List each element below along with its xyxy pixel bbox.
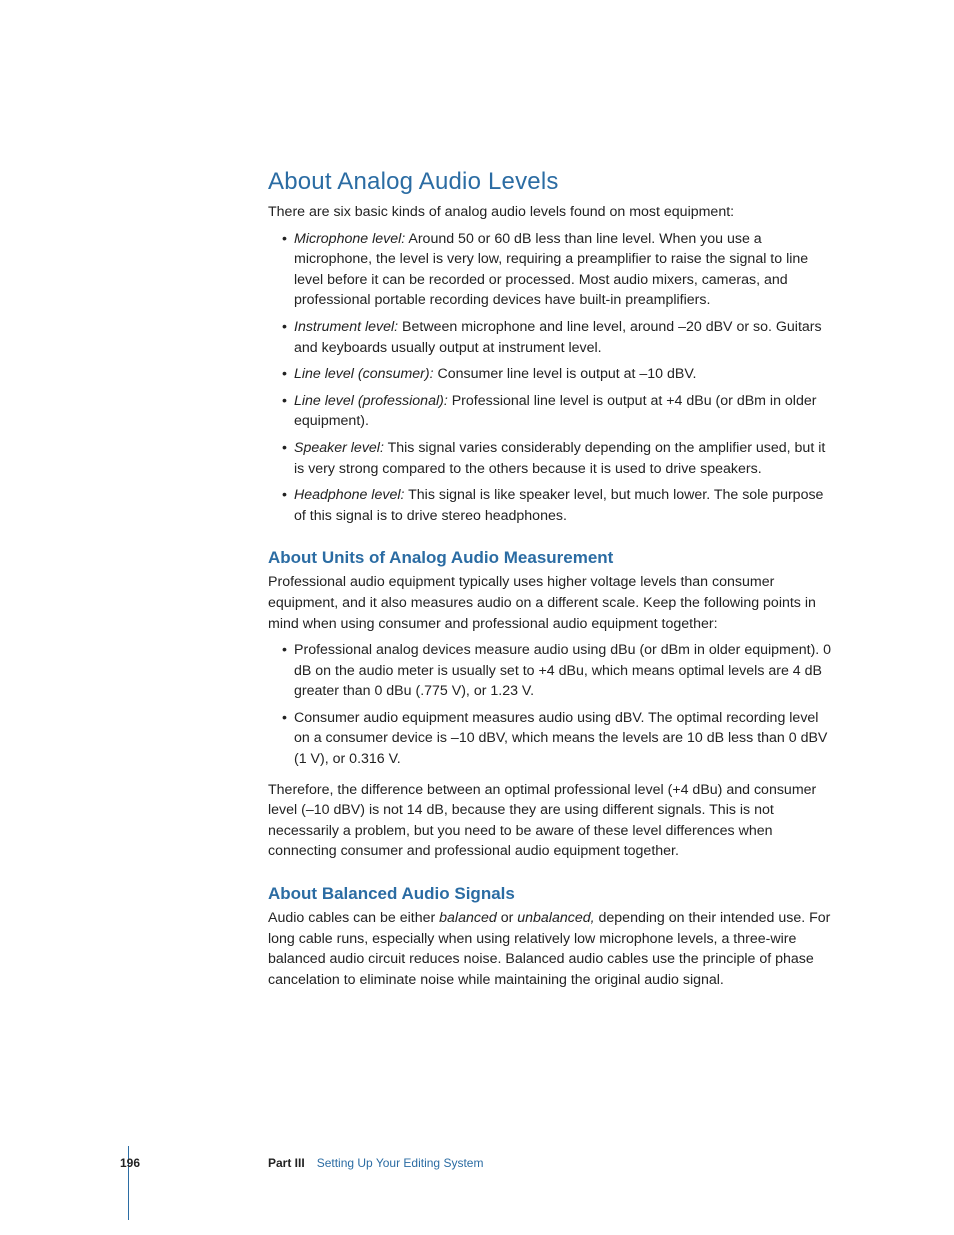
- item-label: Line level (consumer):: [294, 366, 434, 382]
- section1-intro: Professional audio equipment typically u…: [268, 572, 838, 634]
- heading-2-balanced: About Balanced Audio Signals: [268, 884, 838, 904]
- item-text: Consumer line level is output at –10 dBV…: [434, 366, 697, 382]
- item-label: Microphone level:: [294, 231, 405, 247]
- page-number: 196: [120, 1156, 268, 1170]
- page-footer: 196 Part III Setting Up Your Editing Syst…: [120, 1156, 840, 1170]
- list-item: Instrument level: Between microphone and…: [282, 317, 838, 358]
- heading-1: About Analog Audio Levels: [268, 168, 838, 196]
- section1-outro: Therefore, the difference between an opt…: [268, 780, 838, 862]
- item-label: Headphone level:: [294, 487, 404, 503]
- footer-part: Part III Setting Up Your Editing System: [268, 1156, 483, 1170]
- list-item: Speaker level: This signal varies consid…: [282, 438, 838, 479]
- unbalanced-term: unbalanced,: [517, 910, 594, 926]
- list-item: Professional analog devices measure audi…: [282, 640, 838, 702]
- part-title: Setting Up Your Editing System: [317, 1156, 484, 1170]
- heading-2-units: About Units of Analog Audio Measurement: [268, 548, 838, 568]
- balanced-term: balanced: [439, 910, 497, 926]
- list-item: Consumer audio equipment measures audio …: [282, 708, 838, 770]
- list-item: Line level (professional): Professional …: [282, 391, 838, 432]
- intro-paragraph: There are six basic kinds of analog audi…: [268, 202, 838, 223]
- part-label: Part III: [268, 1156, 305, 1170]
- units-list: Professional analog devices measure audi…: [268, 640, 838, 770]
- section2-paragraph: Audio cables can be either balanced or u…: [268, 908, 838, 990]
- list-item: Microphone level: Around 50 or 60 dB les…: [282, 229, 838, 311]
- list-item: Headphone level: This signal is like spe…: [282, 485, 838, 526]
- item-label: Line level (professional):: [294, 393, 448, 409]
- para-pre: Audio cables can be either: [268, 910, 439, 926]
- audio-levels-list: Microphone level: Around 50 or 60 dB les…: [268, 229, 838, 527]
- page-content: About Analog Audio Levels There are six …: [268, 168, 838, 996]
- item-label: Speaker level:: [294, 440, 384, 456]
- list-item: Line level (consumer): Consumer line lev…: [282, 364, 838, 385]
- para-mid: or: [497, 910, 518, 926]
- item-label: Instrument level:: [294, 319, 398, 335]
